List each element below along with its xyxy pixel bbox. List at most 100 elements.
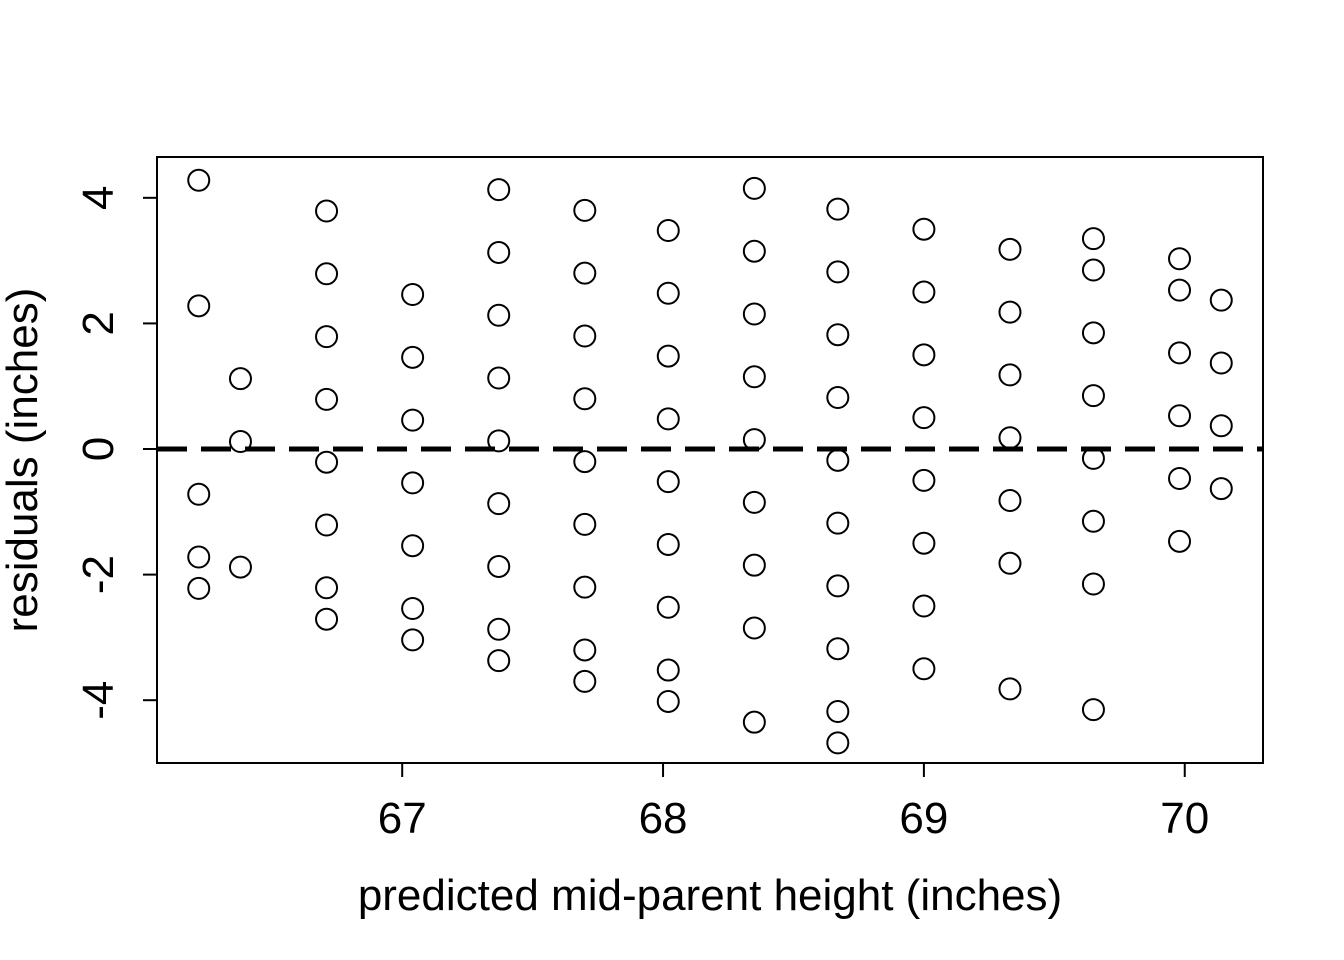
- data-point: [1081, 509, 1105, 533]
- data-point: [401, 534, 425, 558]
- data-point: [228, 429, 252, 453]
- data-point: [826, 323, 850, 347]
- data-point: [656, 595, 680, 619]
- data-point: [315, 450, 339, 474]
- y-tick-label: 4: [74, 186, 123, 210]
- data-point: [826, 386, 850, 410]
- data-point: [826, 700, 850, 724]
- data-point: [912, 531, 936, 555]
- x-axis-title: predicted mid-parent height (inches): [358, 871, 1062, 920]
- data-point: [742, 616, 766, 640]
- data-point: [573, 512, 597, 536]
- data-point: [742, 302, 766, 326]
- data-point: [401, 283, 425, 307]
- data-point: [826, 197, 850, 221]
- data-point: [1168, 247, 1192, 271]
- data-point: [573, 575, 597, 599]
- data-point: [656, 532, 680, 556]
- data-point: [1168, 467, 1192, 491]
- data-point: [998, 426, 1022, 450]
- data-point: [998, 300, 1022, 324]
- data-points: [187, 168, 1233, 755]
- data-point: [487, 178, 511, 202]
- data-point: [401, 628, 425, 652]
- data-point: [998, 489, 1022, 513]
- data-point: [315, 262, 339, 286]
- data-point: [998, 677, 1022, 701]
- data-point: [998, 363, 1022, 387]
- data-point: [742, 428, 766, 452]
- data-point: [1168, 529, 1192, 553]
- data-point: [1081, 446, 1105, 470]
- y-tick-label: 0: [74, 437, 123, 461]
- y-axis-title: residuals (inches): [0, 288, 47, 633]
- data-point: [1081, 572, 1105, 596]
- data-point: [315, 513, 339, 537]
- data-point: [187, 168, 211, 192]
- y-tick-label: -2: [74, 555, 123, 594]
- data-point: [656, 689, 680, 713]
- data-point: [401, 597, 425, 621]
- data-point: [656, 658, 680, 682]
- x-tick-label: 68: [639, 794, 688, 843]
- data-point: [1081, 698, 1105, 722]
- data-point: [1209, 414, 1233, 438]
- data-point: [228, 367, 252, 391]
- data-point: [826, 574, 850, 598]
- data-point: [742, 365, 766, 389]
- data-point: [187, 482, 211, 506]
- data-point: [656, 407, 680, 431]
- data-point: [187, 576, 211, 600]
- data-point: [315, 199, 339, 223]
- data-point: [315, 607, 339, 631]
- data-point: [228, 555, 252, 579]
- data-point: [826, 637, 850, 661]
- data-point: [401, 471, 425, 495]
- data-point: [315, 387, 339, 411]
- data-point: [912, 594, 936, 618]
- data-point: [912, 468, 936, 492]
- data-point: [912, 280, 936, 304]
- y-tick-label: 2: [74, 311, 123, 335]
- data-point: [912, 217, 936, 241]
- data-point: [742, 553, 766, 577]
- data-point: [487, 617, 511, 641]
- data-point: [487, 429, 511, 453]
- data-point: [1209, 288, 1233, 312]
- data-point: [742, 490, 766, 514]
- data-point: [1081, 227, 1105, 251]
- data-point: [742, 176, 766, 200]
- data-point: [826, 448, 850, 472]
- data-point: [315, 576, 339, 600]
- data-point: [826, 260, 850, 284]
- data-point: [573, 638, 597, 662]
- data-point: [1081, 321, 1105, 345]
- data-point: [912, 343, 936, 367]
- data-point: [656, 470, 680, 494]
- data-point: [998, 237, 1022, 261]
- data-point: [401, 345, 425, 369]
- y-tick-label: -4: [74, 681, 123, 720]
- data-point: [487, 303, 511, 327]
- x-tick-label: 67: [378, 794, 427, 843]
- data-point: [1168, 341, 1192, 365]
- data-point: [656, 218, 680, 242]
- data-point: [1081, 258, 1105, 282]
- x-tick-label: 70: [1160, 794, 1209, 843]
- data-point: [1081, 384, 1105, 408]
- data-point: [315, 325, 339, 349]
- data-point: [826, 511, 850, 535]
- data-point: [573, 198, 597, 222]
- data-point: [826, 731, 850, 755]
- data-point: [487, 240, 511, 264]
- data-point: [573, 261, 597, 285]
- data-point: [487, 554, 511, 578]
- data-point: [487, 649, 511, 673]
- data-point: [656, 281, 680, 305]
- data-point: [573, 450, 597, 474]
- data-point: [742, 710, 766, 734]
- data-point: [573, 669, 597, 693]
- data-point: [573, 387, 597, 411]
- data-point: [742, 239, 766, 263]
